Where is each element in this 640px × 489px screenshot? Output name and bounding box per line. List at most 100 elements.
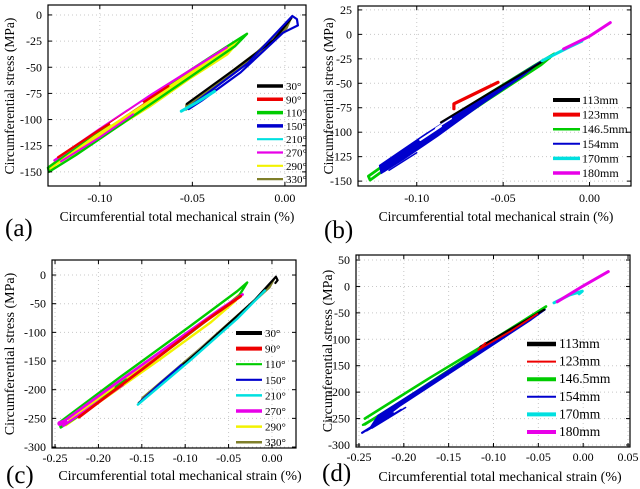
panel-c: -0.25 -0.20 -0.15 -0.10 -0.05 0.00 0 -50 -100 -15… [0, 245, 320, 489]
legend-label: 290° [265, 422, 286, 434]
legend-label: 170mm [559, 406, 601, 421]
legend-label: 90° [286, 94, 301, 106]
legend-label: 123mm [582, 108, 619, 122]
y-tick-label: -100 [20, 113, 42, 127]
x-tick-label: -0.15 [436, 450, 461, 464]
y-tick-label: 25 [340, 3, 352, 17]
legend-label: 180mm [582, 166, 619, 180]
x-tick-label: 0.00 [573, 450, 594, 464]
series-30°-path [137, 275, 279, 404]
legend-label: 210° [265, 390, 286, 402]
y-tick-label: -300 [328, 438, 350, 452]
series-154mm-path [378, 60, 543, 175]
panel-d-chart: -0.25 -0.20 -0.15 -0.10 -0.05 0.00 0.05 50 0 -50 -… [321, 253, 639, 487]
x-tick-label: -0.10 [87, 191, 112, 205]
x-tick-label: 0.00 [261, 451, 282, 465]
panel-a-chart: -0.10 -0.05 0.000-25-50-75-100-125-150Circ… [2, 4, 307, 242]
y-tick-label: -300 [24, 440, 46, 454]
legend-label: 30° [286, 81, 301, 93]
legend-label: 154mm [559, 389, 601, 404]
panel-b: -0.10 -0.05 0.00 25 0 -25 -50 -75 -100 -125 -150 Ci… [320, 0, 640, 245]
plot-border [357, 5, 632, 187]
x-tick-label: -0.10 [481, 450, 506, 464]
legend-label: 123mm [559, 354, 601, 369]
x-tick-label: 0.05 [618, 450, 639, 464]
y-axis-label: Circumferential stress (MPa) [321, 18, 336, 175]
legend-label: 330° [265, 437, 286, 449]
plot-border [47, 4, 307, 187]
panel-letter: (d) [322, 460, 351, 487]
x-tick-label: 0.00 [274, 191, 295, 205]
y-tick-label: 0 [344, 279, 350, 293]
legend-label: 90° [265, 344, 280, 356]
x-tick-label: -0.05 [526, 450, 551, 464]
y-axis-label: Circumferential stress (MPa) [3, 272, 18, 435]
series-123mm-path [477, 313, 539, 351]
legend-label: 154mm [582, 137, 619, 151]
x-axis-label: Circumferential total mechanical strain … [60, 209, 295, 224]
x-tick-label: -0.10 [173, 451, 198, 465]
series-210°-path [179, 89, 217, 113]
y-tick-label: -250 [328, 412, 350, 426]
legend-label: 146.5mm [582, 122, 628, 136]
panel-letter: (c) [6, 462, 34, 489]
y-tick-label: -25 [26, 34, 42, 48]
series-270°-path [60, 113, 135, 163]
legend-label: 330° [286, 174, 307, 186]
y-tick-label: 50 [338, 253, 350, 267]
series-gap-path [109, 101, 144, 125]
y-tick-label: -250 [24, 411, 46, 425]
panel-d: -0.25 -0.20 -0.15 -0.10 -0.05 0.00 0.05 50 0 -50 -… [320, 245, 640, 489]
legend-label: 150° [286, 121, 307, 133]
x-tick-label: -0.10 [404, 191, 429, 205]
x-axis-label: Circumferential total mechanical strain … [378, 470, 622, 485]
series-154mm-path [371, 406, 407, 429]
legend-label: 30° [265, 328, 280, 340]
y-tick-label: -75 [336, 101, 352, 115]
x-tick-label: -0.05 [216, 451, 241, 465]
y-tick-label: -50 [30, 297, 46, 311]
y-tick-label: 0 [36, 8, 42, 22]
legend-label: 170mm [582, 151, 619, 165]
series-180mm-path [562, 21, 612, 51]
y-tick-label: -125 [330, 150, 352, 164]
legend-label: 270° [286, 148, 307, 160]
y-tick-label: -50 [336, 76, 352, 90]
x-axis-label: Circumferential total mechanical strain … [58, 469, 302, 484]
legend-label: 180mm [559, 424, 601, 439]
legend-label: 110° [265, 359, 286, 371]
series-270°-path [57, 419, 68, 426]
y-tick-label: -200 [328, 385, 350, 399]
plot-border [51, 259, 297, 449]
panel-c-chart: -0.25 -0.20 -0.15 -0.10 -0.05 0.00 0 -50 -100 -15… [3, 259, 302, 489]
y-tick-label: -100 [330, 125, 352, 139]
series-gap-path [435, 117, 453, 130]
series-90°-path [77, 294, 243, 419]
x-tick-label: -0.20 [391, 450, 416, 464]
y-tick-label: 0 [346, 27, 352, 41]
y-tick-label: -150 [328, 359, 350, 373]
panel-a: -0.10 -0.05 0.00 0 -25 -50 -75 -100 -125 -150 Circ… [0, 0, 320, 245]
y-tick-label: -150 [20, 165, 42, 179]
y-tick-label: -150 [330, 174, 352, 188]
series-154mm-path [382, 152, 411, 173]
y-tick-label: -100 [328, 332, 350, 346]
y-axis-label: Circumferential stress (MPa) [2, 18, 17, 175]
series-gap-path [419, 125, 442, 141]
legend-label: 210° [286, 134, 307, 146]
y-tick-label: -125 [20, 139, 42, 153]
series-123mm-path [452, 80, 500, 111]
y-tick-label: -25 [336, 52, 352, 66]
series-210°-path [136, 289, 267, 406]
y-tick-label: -100 [24, 325, 46, 339]
legend-label: 146.5mm [559, 371, 611, 386]
series-180mm-path [555, 270, 610, 304]
x-tick-label: -0.25 [43, 451, 68, 465]
legend-label: 113mm [559, 336, 600, 351]
x-axis-label: Circumferential total mechanical strain … [379, 209, 614, 224]
x-tick-label: -0.15 [129, 451, 154, 465]
y-tick-label: -50 [334, 306, 350, 320]
legend-label: 290° [286, 161, 307, 173]
series-30°-path [185, 17, 293, 105]
